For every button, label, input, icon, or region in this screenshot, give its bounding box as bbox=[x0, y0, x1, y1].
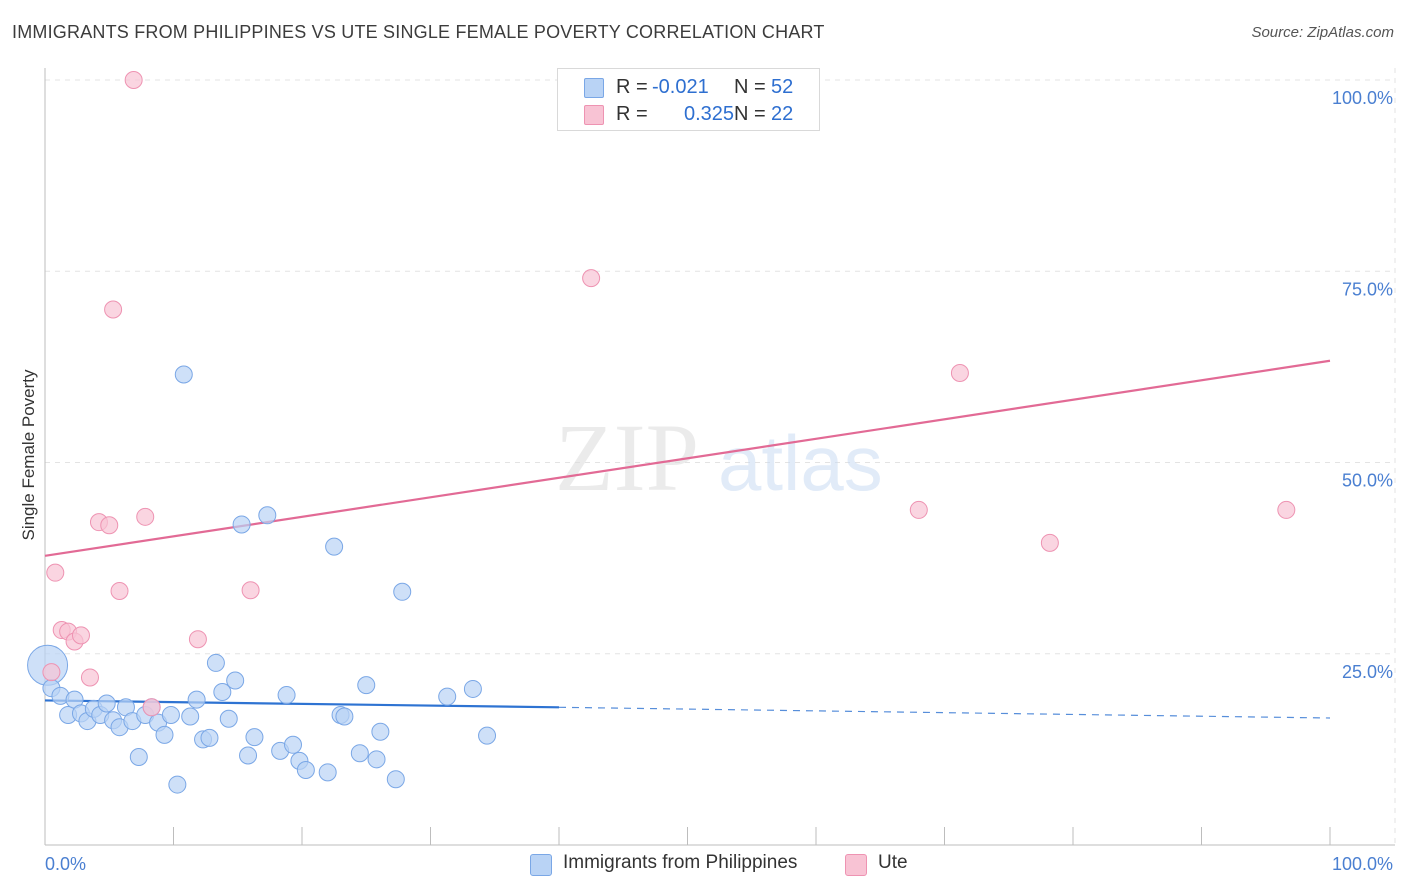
legend-row-ute: R = 0.325 N = 22 bbox=[584, 103, 814, 125]
point-philippines bbox=[97, 694, 116, 713]
point-philippines bbox=[478, 726, 497, 745]
point-ute bbox=[46, 563, 65, 582]
point-philippines bbox=[463, 679, 482, 698]
point-philippines bbox=[174, 365, 193, 384]
legend-label-philippines: Immigrants from Philippines bbox=[563, 852, 798, 873]
point-philippines bbox=[213, 683, 232, 701]
point-philippines bbox=[393, 582, 412, 601]
y-tick-label: 100.0% bbox=[1332, 88, 1393, 108]
point-philippines bbox=[181, 707, 200, 726]
point-philippines bbox=[325, 537, 344, 556]
point-ute bbox=[136, 507, 155, 526]
correlation-legend: R = -0.021 N = 52 R = 0.325 N = 22 bbox=[557, 68, 820, 131]
legend-swatch-ute bbox=[584, 105, 604, 125]
point-philippines bbox=[129, 748, 148, 767]
point-philippines bbox=[350, 744, 369, 763]
grid-lines bbox=[45, 68, 1396, 845]
point-philippines bbox=[438, 687, 457, 706]
point-philippines bbox=[284, 735, 303, 754]
point-philippines bbox=[168, 775, 187, 794]
point-philippines bbox=[245, 728, 264, 747]
point-ute bbox=[950, 363, 969, 382]
point-ute bbox=[100, 516, 119, 535]
point-philippines bbox=[371, 722, 390, 741]
bottom-legend-ute[interactable]: Ute bbox=[845, 852, 925, 876]
point-ute bbox=[582, 269, 601, 288]
point-ute bbox=[1277, 500, 1296, 519]
y-tick-label: 75.0% bbox=[1342, 279, 1393, 299]
legend-swatch-ute bbox=[845, 854, 867, 876]
legend-n-value: 52 bbox=[771, 76, 794, 98]
point-philippines bbox=[200, 728, 219, 747]
point-philippines bbox=[239, 746, 258, 765]
point-philippines bbox=[206, 653, 225, 672]
point-ute bbox=[124, 71, 143, 89]
tick-labels: 25.0% 50.0% 75.0% 100.0% 0.0% 100.0% bbox=[45, 88, 1393, 874]
point-philippines bbox=[226, 671, 245, 690]
x-tick-label-left: 0.0% bbox=[45, 854, 86, 874]
point-ute bbox=[110, 582, 129, 601]
point-philippines bbox=[155, 725, 174, 744]
trend-line-dashed-philippines bbox=[558, 706, 1331, 719]
point-ute bbox=[188, 630, 207, 649]
legend-r-value: 0.325 bbox=[684, 103, 735, 125]
point-philippines bbox=[296, 761, 315, 780]
data-points bbox=[27, 71, 1296, 794]
point-philippines bbox=[277, 686, 296, 705]
x-tick-label-right: 100.0% bbox=[1332, 854, 1393, 874]
point-ute bbox=[80, 668, 99, 687]
point-ute bbox=[241, 581, 260, 600]
point-philippines bbox=[219, 709, 238, 728]
point-ute bbox=[1040, 533, 1059, 552]
point-ute bbox=[142, 698, 161, 717]
point-philippines bbox=[318, 763, 337, 782]
point-philippines bbox=[335, 707, 354, 726]
y-axis-label: Single Female Poverty bbox=[19, 369, 38, 541]
legend-label-ute: Ute bbox=[878, 852, 908, 873]
y-tick-label: 50.0% bbox=[1342, 471, 1393, 491]
legend-n-value: 22 bbox=[771, 103, 794, 125]
legend-r-label: R = bbox=[616, 103, 648, 125]
bottom-legend-philippines[interactable]: Immigrants from Philippines bbox=[530, 852, 830, 876]
legend-r-value: -0.021 bbox=[652, 76, 709, 98]
y-tick-label: 25.0% bbox=[1342, 662, 1393, 682]
point-philippines bbox=[187, 690, 206, 709]
point-philippines bbox=[386, 770, 405, 789]
point-ute bbox=[104, 300, 123, 319]
source-label: Source: ZipAtlas.com bbox=[1251, 24, 1394, 41]
legend-r-label: R = bbox=[616, 76, 648, 98]
watermark: ZIP atlas bbox=[555, 404, 883, 511]
legend-swatch-philippines bbox=[530, 854, 552, 876]
trend-line-ute bbox=[44, 359, 1331, 557]
legend-n-label: N = bbox=[734, 76, 766, 98]
point-ute bbox=[909, 500, 928, 519]
legend-n-label: N = bbox=[734, 103, 766, 125]
point-philippines bbox=[258, 506, 277, 525]
point-philippines bbox=[357, 676, 376, 695]
point-ute bbox=[42, 663, 61, 682]
watermark-zip: ZIP bbox=[555, 404, 699, 511]
legend-row-philippines: R = -0.021 N = 52 bbox=[584, 76, 814, 98]
point-philippines bbox=[232, 515, 251, 534]
chart-title: IMMIGRANTS FROM PHILIPPINES VS UTE SINGL… bbox=[12, 22, 825, 42]
point-ute bbox=[71, 626, 90, 645]
point-philippines bbox=[367, 750, 386, 769]
point-philippines bbox=[161, 705, 180, 724]
axes bbox=[44, 68, 1395, 846]
legend-swatch-philippines bbox=[584, 78, 604, 98]
